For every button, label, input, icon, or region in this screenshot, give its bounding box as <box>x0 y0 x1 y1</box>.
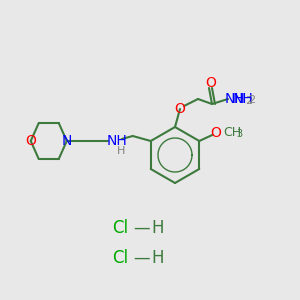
Text: O: O <box>210 126 221 140</box>
Text: —: — <box>134 249 150 267</box>
Text: H: H <box>152 249 164 267</box>
Text: NH: NH <box>225 92 245 106</box>
Text: Cl: Cl <box>112 249 128 267</box>
Text: —: — <box>134 219 150 237</box>
Text: O: O <box>205 76 216 90</box>
Text: NH: NH <box>106 134 127 148</box>
Text: H: H <box>117 146 125 156</box>
Text: O: O <box>175 102 185 116</box>
Text: N: N <box>61 134 72 148</box>
Text: H: H <box>152 219 164 237</box>
Text: Cl: Cl <box>112 219 128 237</box>
Text: 3: 3 <box>236 129 242 139</box>
Text: O: O <box>25 134 36 148</box>
Text: 2: 2 <box>245 96 253 106</box>
Text: CH: CH <box>223 127 242 140</box>
Text: NH: NH <box>233 92 254 106</box>
Text: 2: 2 <box>248 95 255 105</box>
